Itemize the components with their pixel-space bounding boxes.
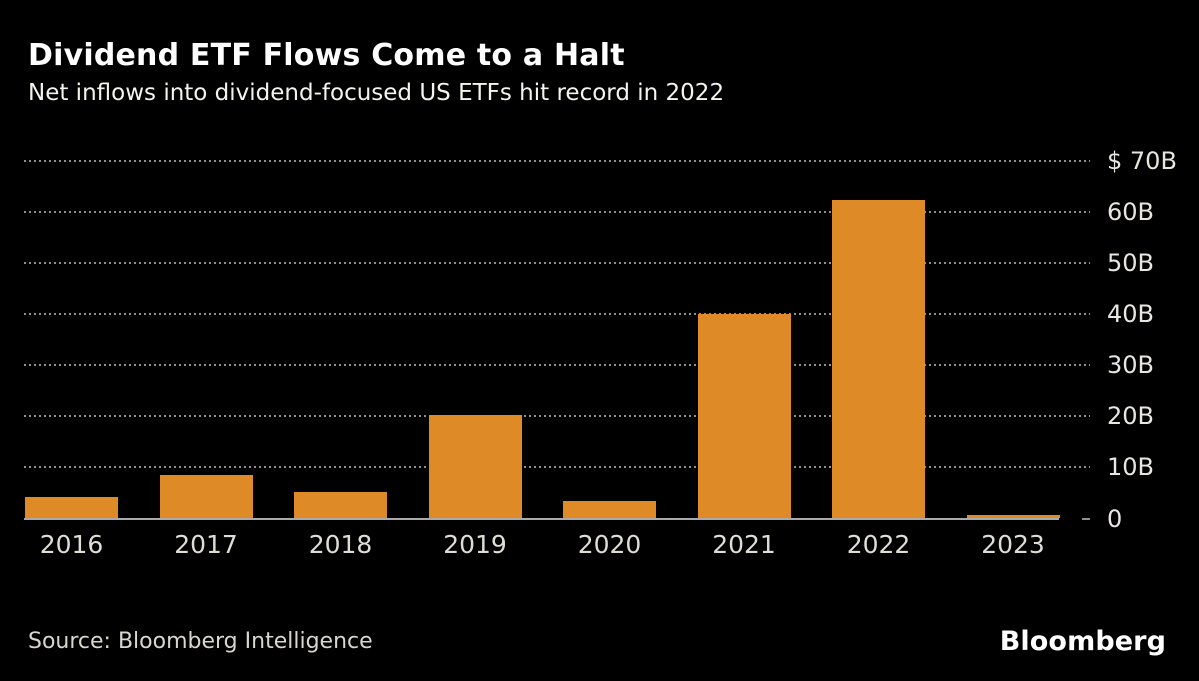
zero-tick-mark — [1082, 517, 1090, 520]
y-axis-label-10b: 10B — [1107, 453, 1155, 482]
y-axis-label-0: 0 — [1107, 504, 1123, 533]
x-axis-label-2019: 2019 — [443, 530, 507, 559]
gridline-70b — [24, 160, 1090, 162]
y-axis-label-40b: 40B — [1107, 300, 1155, 329]
gridline-40b — [24, 313, 1090, 316]
source-credit: Source: Bloomberg Intelligence — [28, 629, 373, 654]
y-axis-label-60b: 60B — [1107, 198, 1155, 227]
y-axis-label-20b: 20B — [1107, 402, 1155, 431]
x-axis-label-2023: 2023 — [981, 530, 1045, 559]
x-axis-baseline — [24, 517, 1059, 520]
x-axis-label-2017: 2017 — [174, 530, 238, 559]
bar-2022 — [832, 200, 925, 519]
bloomberg-logo: Bloomberg — [999, 626, 1166, 657]
bar-2018 — [294, 492, 387, 519]
x-axis-label-2021: 2021 — [712, 530, 776, 559]
bar-2020 — [563, 501, 656, 519]
chart-title: Dividend ETF Flows Come to a Halt — [28, 38, 625, 73]
y-axis-label-50b: 50B — [1107, 249, 1155, 278]
x-axis-label-2018: 2018 — [308, 530, 373, 559]
x-axis-label-2022: 2022 — [846, 530, 911, 559]
gridline-50b — [24, 262, 1090, 265]
chart-subtitle: Net inflows into dividend-focused US ETF… — [28, 80, 725, 106]
gridline-60b — [24, 211, 1090, 214]
y-axis-label-70b: $ 70B — [1107, 147, 1177, 175]
x-axis-label-2016: 2016 — [39, 530, 104, 559]
gridline-20b — [24, 415, 1090, 418]
bar-2023 — [966, 514, 1060, 519]
x-axis-label-2020: 2020 — [577, 530, 642, 559]
bar-2021 — [697, 314, 791, 519]
y-axis-label-30b: 30B — [1107, 351, 1155, 380]
gridline-10b — [24, 466, 1090, 469]
gridline-30b — [24, 364, 1090, 367]
bar-2017 — [159, 474, 253, 519]
bar-2016 — [25, 497, 118, 519]
bar-2019 — [428, 414, 522, 519]
